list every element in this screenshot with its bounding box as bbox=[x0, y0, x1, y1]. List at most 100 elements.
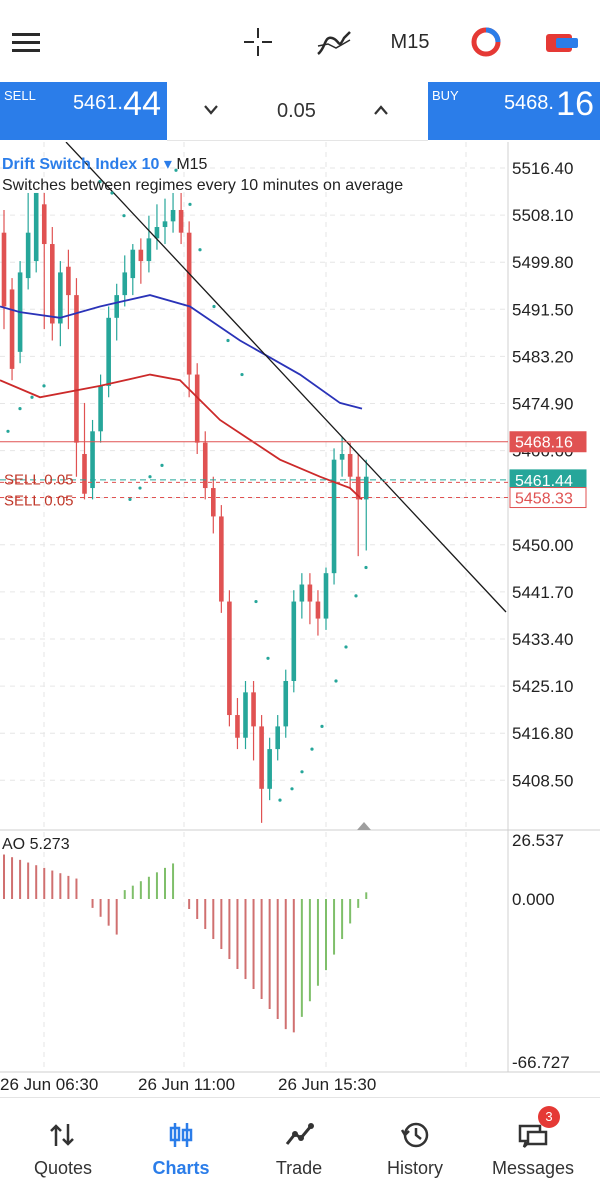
candle-body bbox=[235, 715, 240, 738]
sar-dot bbox=[138, 486, 142, 490]
candle-body bbox=[178, 209, 184, 233]
sell-label: SELL bbox=[4, 88, 36, 103]
candle-body bbox=[114, 295, 119, 318]
history-icon bbox=[400, 1122, 429, 1148]
sar-dot bbox=[42, 384, 46, 388]
sar-dot bbox=[160, 463, 164, 467]
sar-dot bbox=[344, 645, 348, 649]
chevron-up-icon[interactable] bbox=[373, 104, 389, 116]
candle-body bbox=[90, 431, 95, 489]
order-line-label: SELL 0.05 bbox=[4, 472, 74, 489]
price-tick-label: 5483.20 bbox=[512, 347, 573, 366]
symbol-name[interactable]: Drift Switch Index 10 bbox=[2, 156, 160, 173]
candle-body bbox=[138, 249, 144, 262]
sar-dot bbox=[320, 724, 324, 728]
candle-body bbox=[275, 726, 280, 750]
candle-body bbox=[194, 374, 200, 443]
candle-body bbox=[82, 454, 87, 494]
price-chart[interactable]: 5516.40 5508.10 5499.80 5491.50 5483.20 5474.… bbox=[0, 141, 600, 1097]
indicators-icon[interactable] bbox=[314, 22, 354, 62]
candle-body bbox=[355, 476, 361, 500]
price-tick-label: 5425.10 bbox=[512, 677, 573, 696]
crosshair-icon[interactable] bbox=[240, 22, 276, 62]
sar-dot bbox=[310, 747, 314, 751]
buy-button[interactable]: BUY 5468. 16 bbox=[428, 82, 600, 140]
price-tick-label: 5450.00 bbox=[512, 536, 573, 555]
ao-scale-label: 0.000 bbox=[512, 890, 555, 909]
sar-dot bbox=[240, 372, 244, 377]
nav-history[interactable]: History bbox=[356, 1098, 474, 1178]
candle-body bbox=[58, 272, 63, 324]
sar-dot bbox=[98, 180, 102, 184]
timeframe-button[interactable]: M15 bbox=[390, 30, 430, 53]
candle-body bbox=[283, 680, 289, 727]
trend-line bbox=[65, 141, 507, 613]
candle-body bbox=[211, 488, 216, 517]
buy-label: BUY bbox=[432, 88, 459, 103]
sar-dot bbox=[110, 191, 114, 195]
time-tick-label: 26 Jun 15:30 bbox=[278, 1075, 376, 1094]
order-line-label: SELL 0.05 bbox=[4, 493, 74, 510]
candle-body bbox=[186, 232, 192, 375]
price-tick-label: 5508.10 bbox=[512, 206, 573, 225]
sar-dot bbox=[6, 429, 10, 433]
nav-label-quotes: Quotes bbox=[33, 1158, 93, 1178]
sar-dot bbox=[18, 407, 22, 411]
chevron-down-icon[interactable] bbox=[203, 104, 219, 116]
slow-moving-average bbox=[0, 373, 363, 501]
sell-price-small: 5461. bbox=[72, 92, 123, 114]
sell-price-big: 44 bbox=[123, 85, 161, 123]
fast-moving-average bbox=[0, 294, 363, 410]
candle-body bbox=[146, 238, 152, 262]
volume-value[interactable]: 0.05 bbox=[277, 100, 316, 122]
sar-dot bbox=[364, 565, 368, 570]
symbol-description: Switches between regimes every 10 minute… bbox=[2, 177, 404, 194]
nav-label-history: History bbox=[386, 1158, 443, 1178]
volume-control: 0.05 bbox=[167, 82, 428, 141]
buy-price-big: 16 bbox=[556, 85, 594, 123]
candle-body bbox=[170, 209, 176, 222]
candle-body bbox=[41, 204, 47, 245]
sar-dot bbox=[198, 248, 202, 252]
ask-price-tag: 5468.16 bbox=[515, 435, 573, 452]
candle-body bbox=[347, 454, 353, 477]
hamburger-icon[interactable] bbox=[8, 22, 44, 62]
time-tick-label: 26 Jun 06:30 bbox=[0, 1075, 98, 1094]
bid-price-tag: 5461.44 bbox=[515, 473, 573, 490]
nav-charts[interactable]: Charts bbox=[122, 1098, 240, 1178]
candle-body bbox=[227, 601, 232, 716]
sar-dot bbox=[30, 395, 34, 399]
candle-body bbox=[130, 249, 136, 279]
chart-canvas[interactable]: 5516.40 5508.10 5499.80 5491.50 5483.20 5474.… bbox=[0, 141, 600, 1097]
candle-body bbox=[9, 289, 15, 369]
color-scheme-icon[interactable] bbox=[466, 22, 506, 62]
price-tick-label: 5416.80 bbox=[512, 724, 573, 743]
candle-body bbox=[307, 584, 313, 602]
candle-body bbox=[154, 227, 160, 239]
nav-quotes[interactable]: Quotes bbox=[4, 1098, 122, 1178]
trade-icon[interactable] bbox=[540, 22, 584, 62]
price-tick-label: 5433.40 bbox=[512, 630, 573, 649]
trade-line-icon bbox=[285, 1123, 314, 1145]
candle-body bbox=[219, 516, 224, 602]
ao-label: AO 5.273 bbox=[2, 836, 70, 853]
ao-scale-label: 26.537 bbox=[512, 831, 564, 850]
quotes-icon bbox=[50, 1124, 74, 1146]
sar-dot bbox=[254, 599, 258, 604]
sar-dot bbox=[300, 770, 304, 774]
nav-label-messages: Messages bbox=[491, 1158, 575, 1178]
scroll-marker-icon bbox=[357, 822, 371, 830]
candle-body bbox=[202, 442, 208, 489]
time-tick-label: 26 Jun 11:00 bbox=[138, 1075, 235, 1094]
price-tick-label: 5474.90 bbox=[512, 395, 573, 414]
candle-body bbox=[1, 232, 7, 307]
price-tick-label: 5516.40 bbox=[512, 159, 573, 178]
nav-trade[interactable]: Trade bbox=[240, 1098, 358, 1178]
candle-body bbox=[291, 601, 297, 681]
price-tick-label: 5491.50 bbox=[512, 300, 573, 319]
candle-body bbox=[363, 476, 369, 500]
sell-button[interactable]: SELL 5461. 44 bbox=[0, 82, 167, 140]
candle-body bbox=[331, 459, 337, 574]
nav-messages[interactable]: 3 Messages bbox=[474, 1098, 592, 1178]
nav-label-trade: Trade bbox=[275, 1158, 323, 1178]
